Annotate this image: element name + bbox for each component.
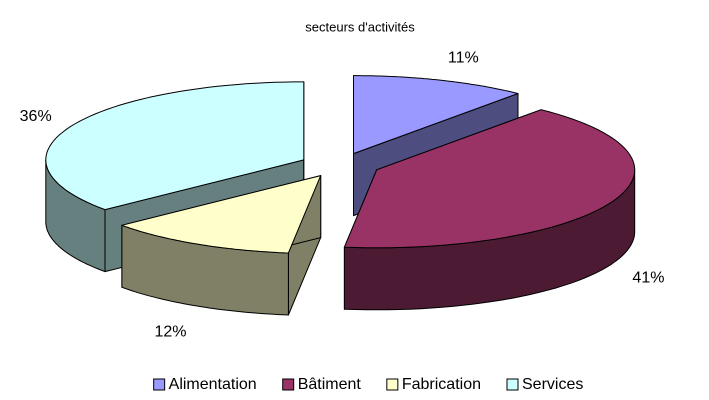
slice-top (45, 81, 305, 211)
pie-slice (121, 175, 322, 316)
legend-item: Services (506, 376, 583, 393)
legend-item: Alimentation (153, 376, 257, 393)
legend-swatch (386, 378, 399, 391)
legend-swatch (282, 378, 295, 391)
legend-label: Bâtiment (298, 376, 362, 393)
chart-title: secteurs d'activités (305, 19, 415, 34)
legend-swatch (153, 378, 166, 391)
legend-label: Alimentation (169, 376, 257, 393)
legend-swatch (506, 378, 519, 391)
legend-label: Fabrication (402, 376, 481, 393)
pie-slice (343, 109, 636, 311)
legend-item: Fabrication (386, 376, 481, 393)
legend-label: Services (522, 376, 583, 393)
data-label: 12% (154, 324, 186, 341)
legend-item: Bâtiment (282, 376, 362, 393)
slice-top (121, 175, 322, 254)
data-label: 11% (448, 49, 479, 66)
slice-top (353, 75, 519, 155)
slice-top (343, 109, 636, 249)
data-label: 36% (20, 108, 52, 125)
data-label: 41% (632, 269, 664, 286)
